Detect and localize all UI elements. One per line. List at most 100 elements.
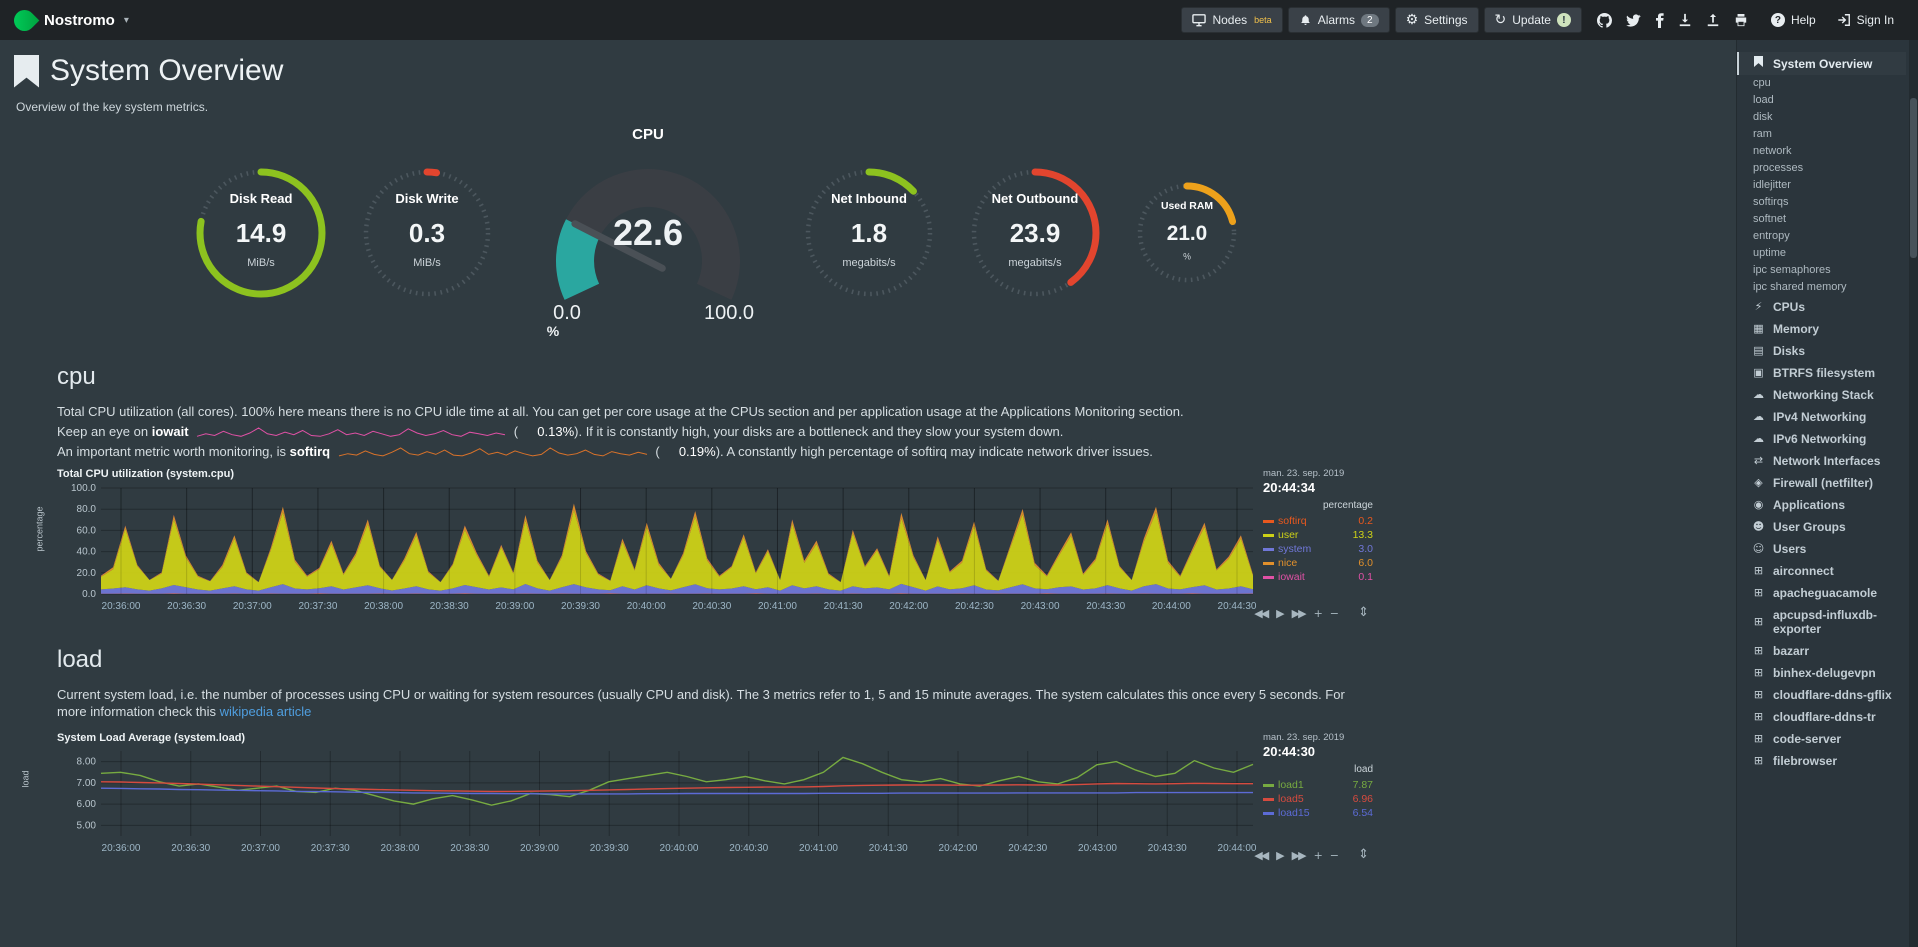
sidebar-item-system-overview[interactable]: System Overview: [1737, 52, 1906, 75]
gauge-cpu-units: %: [547, 323, 560, 339]
sidebar-scrollbar-thumb[interactable]: [1910, 98, 1917, 258]
github-button[interactable]: [1596, 12, 1612, 28]
rewind-button[interactable]: ◀◀: [1254, 849, 1269, 862]
sidebar-item-entropy[interactable]: entropy: [1753, 230, 1790, 242]
sidebar-item-label: apacheguacamole: [1773, 586, 1878, 600]
sidebar-item-softnet[interactable]: softnet: [1753, 213, 1787, 225]
sidebar-item-processes[interactable]: processes: [1753, 162, 1804, 174]
sidebar-item-firewall-netfilter[interactable]: ◈ Firewall (netfilter): [1737, 472, 1906, 494]
sidebar-item-ipv6-networking[interactable]: ☁ IPv6 Networking: [1737, 428, 1906, 450]
sidebar-item-disk[interactable]: disk: [1753, 111, 1773, 123]
sidebar-item-memory[interactable]: ▦ Memory: [1737, 318, 1906, 340]
sidebar-item-disks[interactable]: ▤ Disks: [1737, 340, 1906, 362]
softirq-text-prefix: An important metric worth monitoring, is: [57, 444, 290, 459]
sidebar-item-airconnect[interactable]: ⊞ airconnect: [1737, 560, 1906, 582]
sidebar-item-filebrowser[interactable]: ⊞ filebrowser: [1737, 750, 1906, 772]
sidebar-item-load[interactable]: load: [1753, 94, 1774, 106]
system-load-chart[interactable]: System Load Average (system.load) load 5.0…: [21, 732, 1373, 864]
zoom-in-button[interactable]: +: [1313, 607, 1323, 620]
cpu-description-1: Total CPU utilization (all cores). 100% …: [57, 404, 1184, 419]
sidebar-item-bazarr[interactable]: ⊞ bazarr: [1737, 640, 1906, 662]
sidebar-item-ipv4-networking[interactable]: ☁ IPv4 Networking: [1737, 406, 1906, 428]
legend-time: 20:44:34: [1263, 480, 1316, 495]
update-button[interactable]: ↻ Update !: [1483, 7, 1582, 33]
sidebar-item-apcupsd-influxdb-exporter[interactable]: ⊞ apcupsd-influxdb-exporter: [1737, 604, 1906, 640]
gauge-disk-read[interactable]: Disk Read 14.9 MiB/s: [191, 163, 331, 303]
legend-item-load1[interactable]: load1 7.87: [1263, 778, 1373, 792]
sidebar-item-cpu[interactable]: cpu: [1753, 77, 1771, 89]
rewind-button[interactable]: ◀◀: [1254, 607, 1269, 620]
sidebar-item-network[interactable]: network: [1753, 145, 1792, 157]
gauge-net-inbound[interactable]: Net Inbound 1.8 megabits/s: [799, 163, 939, 303]
zoom-out-button[interactable]: −: [1329, 849, 1339, 862]
play-button[interactable]: ▶: [1276, 607, 1285, 620]
forward-button[interactable]: ▶▶: [1291, 849, 1307, 862]
legend-item-load5[interactable]: load5 6.96: [1263, 792, 1373, 806]
sidebar-item-cpus[interactable]: ⚡ CPUs: [1737, 296, 1906, 318]
sidebar-item-networking-stack[interactable]: ☁ Networking Stack: [1737, 384, 1906, 406]
iowait-text-prefix: Keep an eye on: [57, 424, 152, 439]
load-chart-canvas[interactable]: 5.00 6.00 7.00 8.00 20:36:00 20:36:30 20:37:00…: [57, 746, 1257, 858]
topbar-actions: Nodes beta Alarms 2 ⚙ Settings ↻ Update !…: [1181, 7, 1918, 33]
legend-item-iowait[interactable]: iowait 0.1: [1263, 570, 1373, 584]
cpu-utilization-chart[interactable]: Total CPU utilization (system.cpu) percen…: [35, 468, 1373, 622]
sidebar-item-network-interfaces[interactable]: ⇄ Network Interfaces: [1737, 450, 1906, 472]
sidebar-item-label: IPv4 Networking: [1773, 410, 1867, 424]
sidebar-item-softirqs[interactable]: softirqs: [1753, 196, 1789, 208]
sidebar-scrollbar[interactable]: [1909, 40, 1918, 947]
legend-item-softirq[interactable]: softirq 0.2: [1263, 514, 1373, 528]
forward-button[interactable]: ▶▶: [1291, 607, 1307, 620]
help-button[interactable]: ? Help: [1763, 7, 1824, 33]
sidebar-item-label: Disks: [1773, 344, 1806, 358]
svg-text:20:40:00: 20:40:00: [627, 601, 666, 612]
sidebar-item-ram[interactable]: ram: [1753, 128, 1772, 140]
sidebar-item-ipc-semaphores[interactable]: ipc semaphores: [1753, 264, 1831, 276]
sidebar-item-apacheguacamole[interactable]: ⊞ apacheguacamole: [1737, 582, 1906, 604]
facebook-button[interactable]: [1655, 12, 1664, 28]
svg-text:5.00: 5.00: [77, 820, 97, 831]
sidebar-item-user-groups[interactable]: ☻ User Groups: [1737, 516, 1906, 538]
svg-text:20:36:30: 20:36:30: [167, 601, 206, 612]
sidebar-item-applications[interactable]: ◉ Applications: [1737, 494, 1906, 516]
sidebar-item-ipc-shared-memory[interactable]: ipc shared memory: [1753, 281, 1847, 293]
legend-value: 6.0: [1358, 557, 1373, 569]
load-chart-resize-handle[interactable]: ⇕: [1358, 847, 1369, 862]
legend-name: iowait: [1278, 571, 1305, 583]
sidebar-item-cloudflare-ddns-tr[interactable]: ⊞ cloudflare-ddns-tr: [1737, 706, 1906, 728]
upload-button[interactable]: [1706, 13, 1720, 27]
github-icon: [1596, 12, 1612, 28]
signin-button[interactable]: Sign In: [1829, 7, 1902, 33]
page-subtitle: Overview of the key system metrics.: [16, 100, 209, 114]
gauge-used-ram[interactable]: Used RAM 21.0%: [1131, 177, 1243, 289]
sidebar-item-cloudflare-ddns-gflix[interactable]: ⊞ cloudflare-ddns-gflix: [1737, 684, 1906, 706]
sidebar-item-idlejitter[interactable]: idlejitter: [1753, 179, 1791, 191]
sidebar-item-binhex-delugevpn[interactable]: ⊞ binhex-delugevpn: [1737, 662, 1906, 684]
sidebar-item-uptime[interactable]: uptime: [1753, 247, 1787, 259]
wikipedia-link[interactable]: wikipedia article: [219, 704, 312, 719]
print-button[interactable]: [1734, 13, 1748, 27]
twitter-button[interactable]: [1626, 13, 1641, 27]
brand-menu[interactable]: Nostromo ▾: [0, 5, 129, 35]
nodes-button[interactable]: Nodes beta: [1181, 7, 1283, 33]
cpu-chart-canvas[interactable]: 0.0 20.0 40.0 60.0 80.0 100.0 20:36:00 20:36:30…: [57, 482, 1257, 616]
gauge-disk-write[interactable]: Disk Write 0.3 MiB/s: [357, 163, 497, 303]
alarms-button[interactable]: Alarms 2: [1287, 7, 1390, 33]
grid-icon: ⊞: [1753, 710, 1764, 723]
play-button[interactable]: ▶: [1276, 849, 1285, 862]
legend-item-load15[interactable]: load15 6.54: [1263, 806, 1373, 820]
gauge-cpu[interactable]: CPU 22.6 0.0 100.0%: [523, 126, 773, 339]
sidebar-item-users[interactable]: ☺ Users: [1737, 538, 1906, 560]
svg-text:20:43:00: 20:43:00: [1021, 601, 1060, 612]
zoom-in-button[interactable]: +: [1313, 849, 1323, 862]
sidebar-item-btrfs-filesystem[interactable]: ▣ BTRFS filesystem: [1737, 362, 1906, 384]
legend-item-system[interactable]: system 3.0: [1263, 542, 1373, 556]
legend-item-user[interactable]: user 13.3: [1263, 528, 1373, 542]
svg-text:20:36:30: 20:36:30: [171, 843, 210, 854]
cpu-chart-resize-handle[interactable]: ⇕: [1358, 605, 1369, 620]
sidebar-item-code-server[interactable]: ⊞ code-server: [1737, 728, 1906, 750]
download-button[interactable]: [1678, 13, 1692, 27]
gauge-net-outbound[interactable]: Net Outbound 23.9 megabits/s: [965, 163, 1105, 303]
zoom-out-button[interactable]: −: [1329, 607, 1339, 620]
settings-button[interactable]: ⚙ Settings: [1394, 7, 1479, 33]
legend-item-nice[interactable]: nice 6.0: [1263, 556, 1373, 570]
